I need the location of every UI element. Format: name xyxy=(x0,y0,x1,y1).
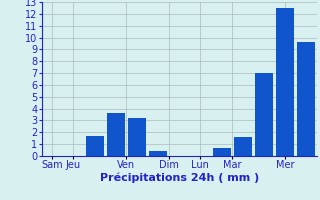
Bar xyxy=(297,42,315,156)
Bar xyxy=(149,151,167,156)
Bar xyxy=(276,8,294,156)
Bar xyxy=(234,137,252,156)
Bar xyxy=(85,136,104,156)
Bar xyxy=(107,113,125,156)
Bar xyxy=(255,73,273,156)
Bar xyxy=(212,148,230,156)
X-axis label: Précipitations 24h ( mm ): Précipitations 24h ( mm ) xyxy=(100,173,259,183)
Bar xyxy=(128,118,146,156)
